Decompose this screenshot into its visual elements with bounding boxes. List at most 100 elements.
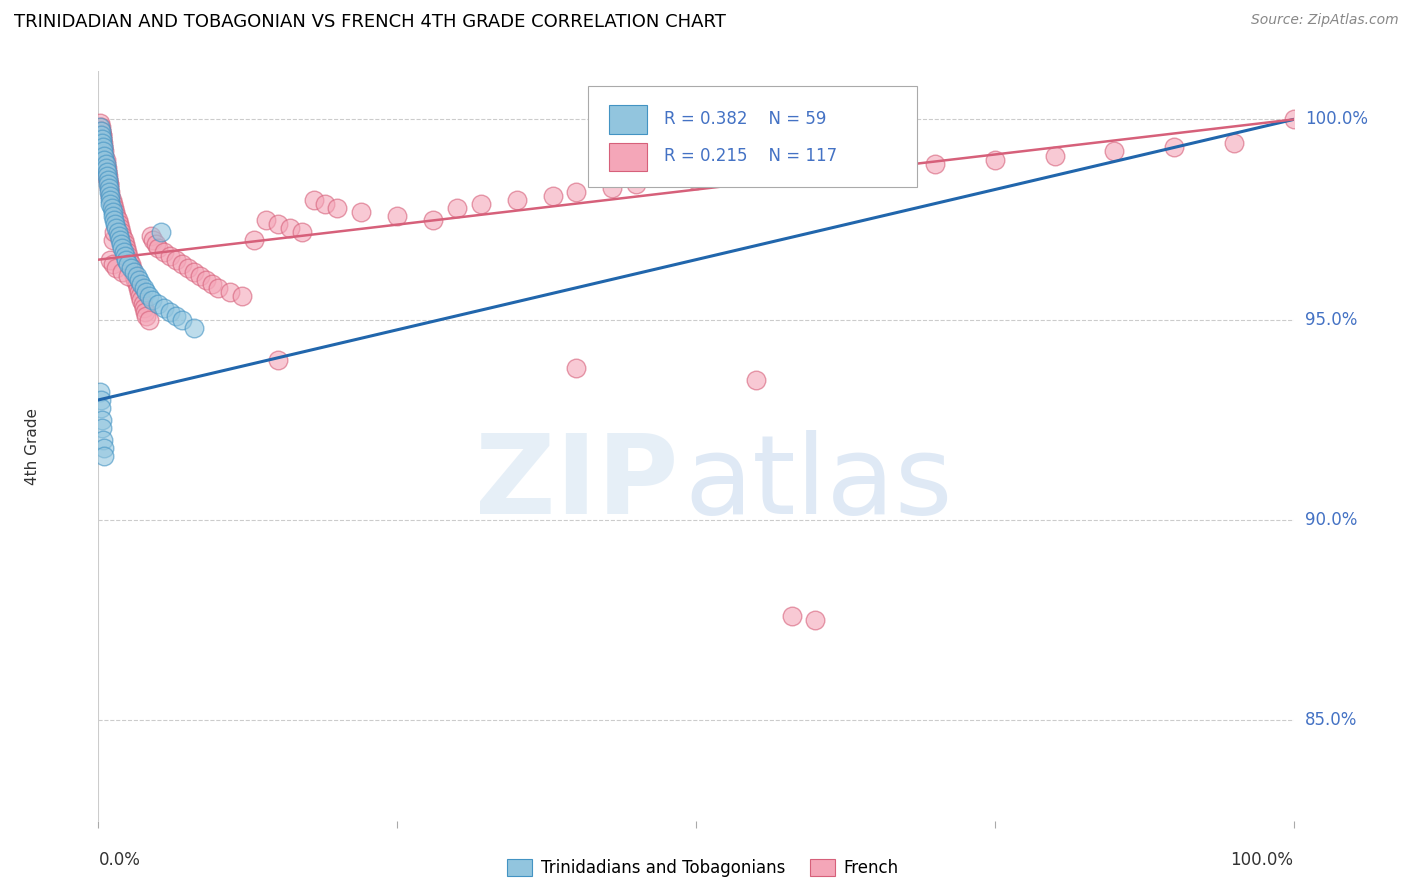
Point (422, 212, 444, 227)
Point (90, 392, 112, 407)
Point (506, 193, 529, 207)
Text: 85.0%: 85.0% (1305, 712, 1357, 730)
Point (139, 228, 162, 243)
Point (267, 352, 290, 367)
Point (115, 244, 138, 259)
Point (195, 273, 218, 287)
Point (138, 313, 160, 327)
Point (94, 156, 117, 170)
Text: TRINIDADIAN AND TOBAGONIAN VS FRENCH 4TH GRADE CORRELATION CHART: TRINIDADIAN AND TOBAGONIAN VS FRENCH 4TH… (14, 13, 725, 31)
Point (103, 212, 125, 227)
Point (565, 360, 588, 375)
Point (291, 225, 314, 239)
Point (125, 268, 148, 283)
Point (118, 252, 141, 267)
Point (96, 164, 118, 178)
Point (105, 209, 128, 223)
Point (97, 169, 120, 183)
Point (780, 609, 803, 624)
Point (98, 196, 122, 211)
Text: R = 0.215    N = 117: R = 0.215 N = 117 (664, 147, 837, 165)
Point (107, 212, 129, 227)
Point (141, 293, 163, 307)
Legend: Trinidadians and Tobagonians, French: Trinidadians and Tobagonians, French (501, 852, 905, 884)
Point (124, 265, 146, 279)
Text: Source: ZipAtlas.com: Source: ZipAtlas.com (1251, 13, 1399, 28)
Point (107, 217, 129, 231)
Point (111, 265, 134, 279)
Point (111, 228, 134, 243)
Point (385, 209, 409, 223)
Point (91, 128, 114, 143)
Point (125, 277, 148, 291)
Text: 100.0%: 100.0% (1230, 851, 1294, 869)
Point (112, 244, 135, 259)
Point (124, 268, 146, 283)
Point (446, 201, 468, 215)
Point (101, 257, 124, 271)
Point (91, 145, 114, 159)
Point (350, 204, 373, 219)
Bar (609, 105, 647, 134)
Point (91, 128, 114, 143)
FancyBboxPatch shape (589, 87, 917, 187)
Point (90, 124, 112, 138)
Point (93, 153, 115, 167)
Text: R = 0.382    N = 59: R = 0.382 N = 59 (664, 110, 827, 128)
Point (541, 188, 564, 202)
Point (172, 313, 194, 327)
Text: 90.0%: 90.0% (1305, 511, 1357, 529)
Point (91, 413, 114, 427)
Point (98, 193, 122, 207)
Point (96, 169, 118, 183)
Bar (609, 143, 647, 171)
Point (127, 281, 149, 295)
Point (165, 309, 187, 323)
Point (101, 196, 124, 211)
Point (101, 233, 124, 247)
Point (278, 220, 301, 235)
Text: ZIP: ZIP (475, 430, 678, 537)
Point (91, 433, 114, 447)
Point (103, 201, 125, 215)
Point (96, 161, 118, 175)
Point (135, 309, 157, 323)
Point (172, 257, 194, 271)
Point (120, 260, 142, 275)
Point (149, 225, 172, 239)
Point (89, 120, 111, 135)
Point (98, 185, 121, 199)
Point (128, 273, 150, 287)
Point (231, 289, 253, 303)
Point (107, 225, 129, 239)
Point (267, 217, 290, 231)
Point (100, 201, 122, 215)
Point (97, 177, 120, 191)
Point (94, 161, 117, 175)
Point (98, 180, 121, 194)
Point (804, 164, 827, 178)
Point (90, 401, 112, 415)
Point (128, 285, 150, 299)
Point (165, 252, 187, 267)
Point (159, 249, 181, 263)
Point (984, 153, 1007, 167)
Point (129, 289, 152, 303)
Point (108, 220, 131, 235)
Point (91, 132, 114, 146)
Point (124, 273, 146, 287)
Point (131, 297, 153, 311)
Point (243, 233, 266, 247)
Text: 0.0%: 0.0% (98, 851, 141, 869)
Text: 95.0%: 95.0% (1305, 310, 1357, 329)
Point (745, 373, 768, 387)
Point (93, 441, 115, 455)
Point (132, 301, 155, 315)
Point (101, 204, 124, 219)
Point (90, 124, 112, 138)
Point (94, 161, 117, 175)
Point (745, 169, 768, 183)
Point (91, 140, 114, 154)
Point (105, 220, 128, 235)
Point (91, 421, 114, 435)
